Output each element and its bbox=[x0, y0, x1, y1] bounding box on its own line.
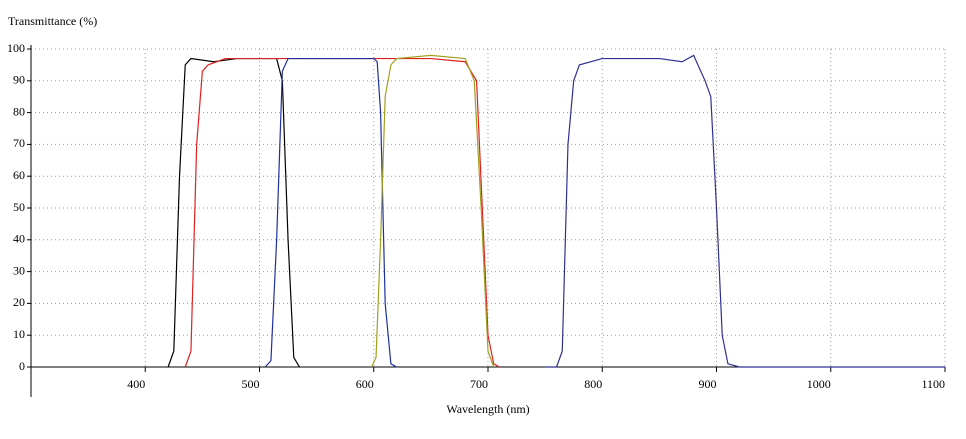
y-tick-label: 50 bbox=[13, 200, 25, 214]
x-tick-label: 800 bbox=[584, 377, 602, 391]
series-line bbox=[264, 57, 397, 368]
y-tick-label: 80 bbox=[13, 104, 25, 118]
y-tick-label: 0 bbox=[19, 359, 25, 373]
x-tick-label: 700 bbox=[470, 377, 488, 391]
y-tick-label: 60 bbox=[13, 168, 25, 182]
x-tick-label: 1100 bbox=[921, 377, 945, 391]
y-tick-label: 10 bbox=[13, 327, 25, 341]
series-line bbox=[167, 57, 301, 368]
y-axis-title: Transmittance (%) bbox=[8, 14, 97, 28]
y-tick-label: 30 bbox=[13, 263, 25, 277]
x-tick-label: 900 bbox=[699, 377, 717, 391]
x-tick-label: 1000 bbox=[807, 377, 831, 391]
x-tick-label: 600 bbox=[356, 377, 374, 391]
x-axis-title: Wavelength (nm) bbox=[446, 402, 529, 416]
y-tick-label: 40 bbox=[13, 232, 25, 246]
x-tick-label: 500 bbox=[242, 377, 260, 391]
y-tick-label: 70 bbox=[13, 136, 25, 150]
y-tick-label: 90 bbox=[13, 73, 25, 87]
series-line bbox=[370, 54, 495, 368]
series-line bbox=[184, 57, 500, 368]
series-line bbox=[545, 54, 945, 368]
y-tick-label: 100 bbox=[7, 41, 25, 55]
x-tick-label: 400 bbox=[127, 377, 145, 391]
y-tick-label: 20 bbox=[13, 295, 25, 309]
